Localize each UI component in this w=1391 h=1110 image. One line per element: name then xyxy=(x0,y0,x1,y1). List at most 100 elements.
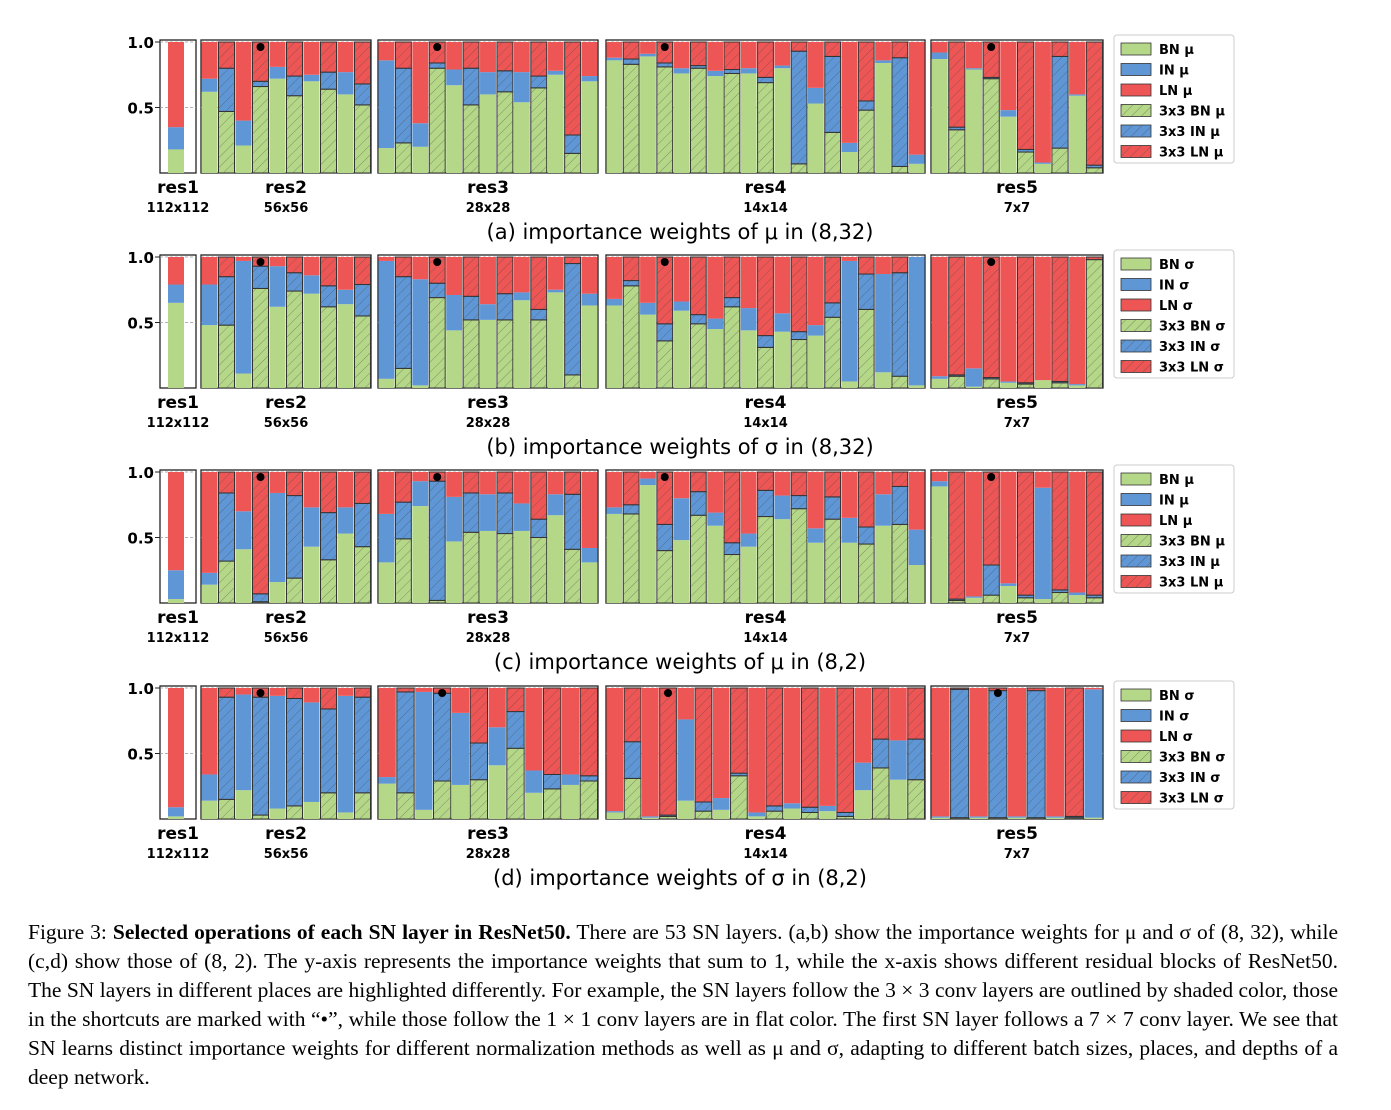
bar-segment xyxy=(640,257,656,303)
bar-hatch xyxy=(824,519,841,603)
bar-segment xyxy=(415,688,433,692)
bar-segment xyxy=(931,688,950,817)
bar-segment xyxy=(890,740,907,780)
bar-hatch xyxy=(252,81,269,87)
bar-hatch xyxy=(724,69,740,74)
bar-hatch xyxy=(286,578,303,603)
group-size: 14x14 xyxy=(743,631,788,646)
bar-hatch xyxy=(252,288,269,388)
bar-segment xyxy=(908,529,925,566)
bar-segment xyxy=(965,368,983,387)
bar-hatch xyxy=(286,76,303,96)
bar-hatch xyxy=(463,68,480,105)
bar-segment xyxy=(1034,162,1051,164)
legend-label: IN σ xyxy=(1159,279,1189,294)
shortcut-dot xyxy=(993,689,1002,697)
bar-hatch xyxy=(320,688,337,709)
bar-segment xyxy=(547,289,564,293)
bar-hatch xyxy=(791,508,807,603)
bar-hatch xyxy=(1017,382,1034,385)
bar-hatch xyxy=(395,68,412,143)
shortcut-dot xyxy=(664,689,673,697)
bar-hatch xyxy=(320,559,337,603)
bar-hatch xyxy=(891,42,908,58)
bar-segment xyxy=(337,533,354,603)
bar-segment xyxy=(513,300,530,388)
bar-hatch xyxy=(1051,148,1069,173)
bar-segment xyxy=(1069,42,1086,95)
bar-hatch xyxy=(433,693,451,782)
bar-hatch xyxy=(218,68,235,112)
bar-hatch xyxy=(564,374,581,388)
bar-segment xyxy=(807,42,824,88)
legend-label: 3x3 IN σ xyxy=(1159,340,1220,355)
bar-hatch xyxy=(1027,688,1046,691)
bar-segment xyxy=(931,52,948,60)
bar-segment xyxy=(415,691,433,810)
bar-segment xyxy=(269,257,286,267)
legend-hatch xyxy=(1121,750,1151,763)
bar-segment xyxy=(235,472,252,512)
bar-segment xyxy=(412,279,429,386)
bar-hatch xyxy=(891,257,908,273)
group-size: 112x112 xyxy=(147,416,210,431)
bar-segment xyxy=(707,42,724,71)
bar-segment xyxy=(673,301,690,311)
bar-hatch xyxy=(624,741,641,779)
bar-hatch xyxy=(1051,589,1069,593)
bar-hatch xyxy=(429,283,446,298)
bar-segment xyxy=(1034,472,1051,488)
bar-segment xyxy=(337,472,354,508)
bar-hatch xyxy=(858,472,875,528)
bar-segment xyxy=(819,811,836,819)
legend-swatch xyxy=(1120,278,1152,291)
shortcut-dot xyxy=(433,473,442,481)
bar-hatch xyxy=(757,77,774,83)
legend-hatch xyxy=(1121,534,1151,547)
shortcut-dot xyxy=(256,473,265,481)
bar-segment xyxy=(525,792,543,819)
bar-hatch xyxy=(506,748,525,819)
bar-segment xyxy=(412,42,429,124)
bar-hatch xyxy=(564,494,581,550)
group-size: 7x7 xyxy=(1004,416,1030,431)
bar-hatch xyxy=(950,688,969,690)
legend-label: LN σ xyxy=(1159,299,1193,314)
bar-segment xyxy=(378,472,395,514)
figure-body: There are 53 SN layers. (a,b) show the i… xyxy=(28,920,1339,1089)
bar-hatch xyxy=(730,775,748,819)
legend-swatch xyxy=(1120,42,1152,56)
bar-hatch xyxy=(320,285,337,307)
group-size: 56x56 xyxy=(264,416,309,431)
bar-segment xyxy=(677,719,695,801)
bar-segment xyxy=(412,146,429,173)
bar-hatch xyxy=(801,688,819,808)
bar-segment xyxy=(908,154,925,164)
bar-hatch xyxy=(395,538,412,603)
bar-segment xyxy=(1000,110,1017,117)
bar-hatch xyxy=(858,544,875,603)
bar-hatch xyxy=(690,257,707,315)
bar-hatch xyxy=(801,807,819,813)
bar-hatch xyxy=(1017,472,1034,596)
figure-label: Figure 3: xyxy=(28,920,107,944)
bar-hatch xyxy=(496,91,513,173)
bar-segment xyxy=(561,774,580,785)
bar-hatch xyxy=(286,495,303,579)
bar-segment xyxy=(525,770,543,793)
bar-segment xyxy=(640,302,656,315)
legend-hatch xyxy=(1121,319,1151,332)
legend-label: 3x3 IN σ xyxy=(1159,771,1220,786)
bar-segment xyxy=(201,284,218,326)
bar-hatch xyxy=(824,257,841,303)
bar-hatch xyxy=(1017,152,1034,173)
bar-hatch xyxy=(496,472,513,493)
bar-segment xyxy=(480,42,496,73)
bar-hatch xyxy=(354,503,371,547)
bar-hatch xyxy=(1086,597,1103,603)
bar-segment xyxy=(1000,585,1017,603)
bar-hatch xyxy=(824,317,841,388)
bar-hatch xyxy=(791,51,807,164)
bar-segment xyxy=(783,808,801,819)
bar-hatch xyxy=(564,135,581,154)
